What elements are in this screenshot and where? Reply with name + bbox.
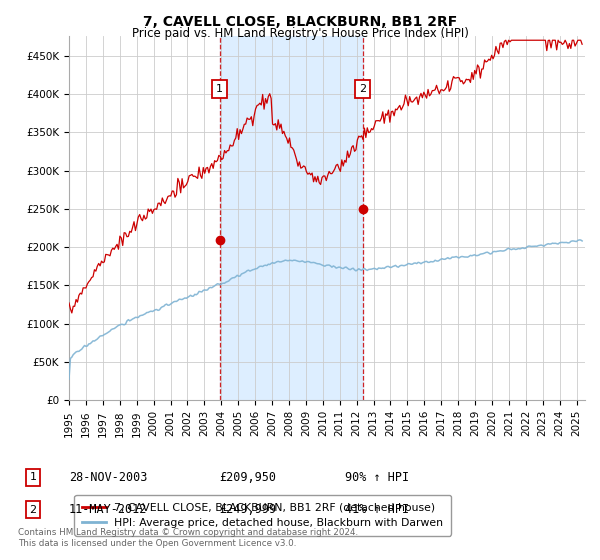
Text: 1: 1 <box>216 84 223 94</box>
Text: £249,999: £249,999 <box>219 503 276 516</box>
Text: 90% ↑ HPI: 90% ↑ HPI <box>345 470 409 484</box>
Text: 7, CAVELL CLOSE, BLACKBURN, BB1 2RF: 7, CAVELL CLOSE, BLACKBURN, BB1 2RF <box>143 15 457 29</box>
Text: 28-NOV-2003: 28-NOV-2003 <box>69 470 148 484</box>
Text: 2: 2 <box>359 84 366 94</box>
Text: 2: 2 <box>29 505 37 515</box>
Text: 11-MAY-2012: 11-MAY-2012 <box>69 503 148 516</box>
Legend: 7, CAVELL CLOSE, BLACKBURN, BB1 2RF (detached house), HPI: Average price, detach: 7, CAVELL CLOSE, BLACKBURN, BB1 2RF (det… <box>74 495 451 535</box>
Text: 41% ↑ HPI: 41% ↑ HPI <box>345 503 409 516</box>
Text: Contains HM Land Registry data © Crown copyright and database right 2024.
This d: Contains HM Land Registry data © Crown c… <box>18 528 358 548</box>
Text: 1: 1 <box>29 472 37 482</box>
Text: Price paid vs. HM Land Registry's House Price Index (HPI): Price paid vs. HM Land Registry's House … <box>131 27 469 40</box>
Bar <box>220 36 362 400</box>
Text: £209,950: £209,950 <box>219 470 276 484</box>
